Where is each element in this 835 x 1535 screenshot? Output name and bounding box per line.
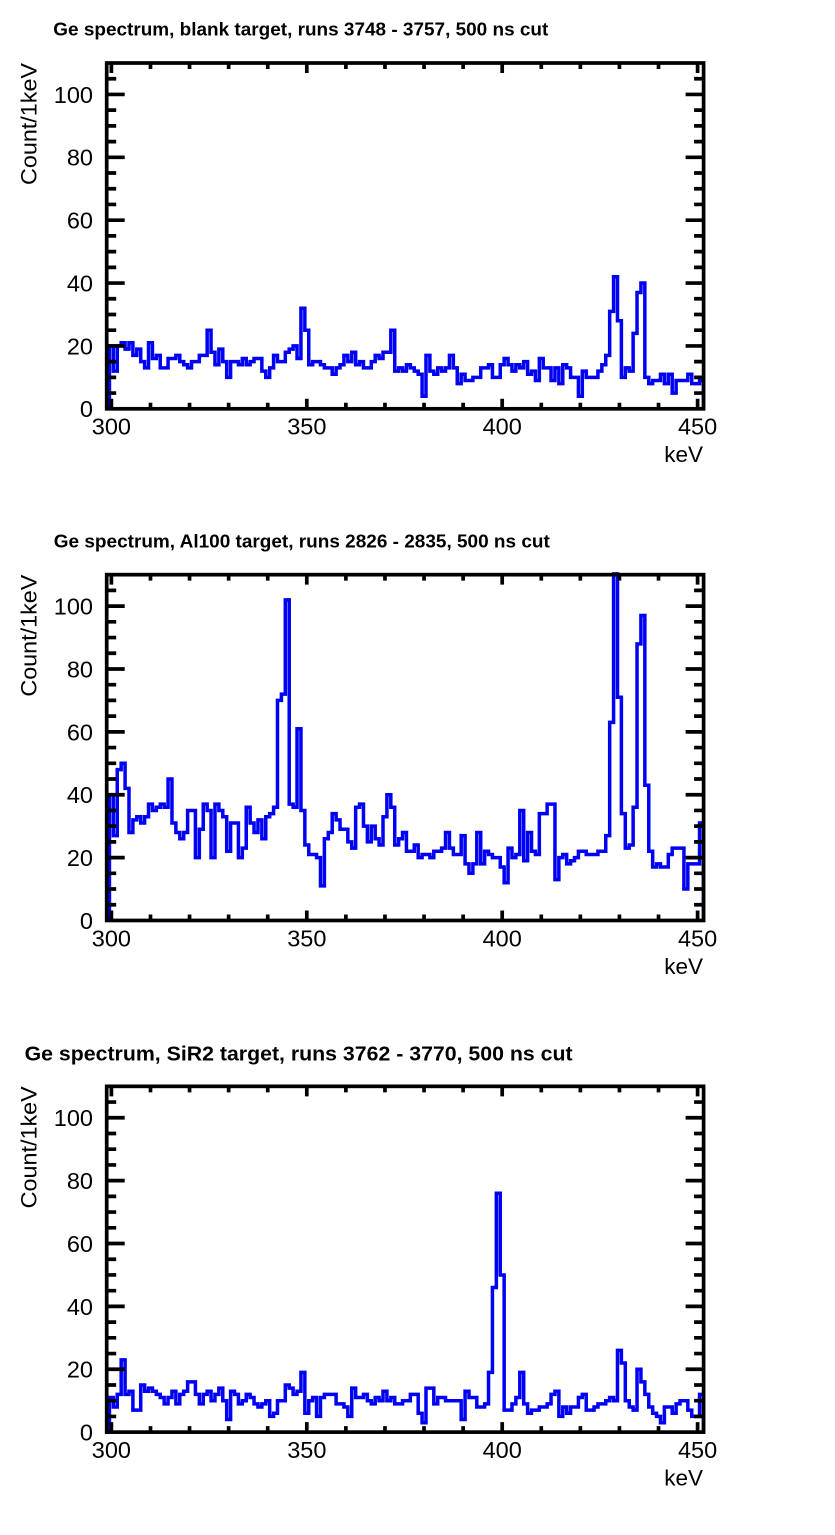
svg-text:Ge spectrum, SiR2 target, runs: Ge spectrum, SiR2 target, runs 3762 - 37… xyxy=(25,1043,573,1065)
svg-text:100: 100 xyxy=(54,594,93,620)
svg-text:400: 400 xyxy=(483,414,522,440)
svg-text:400: 400 xyxy=(483,925,522,951)
svg-text:60: 60 xyxy=(67,208,93,234)
svg-text:300: 300 xyxy=(92,1437,131,1463)
svg-text:Count/1keV: Count/1keV xyxy=(17,575,42,697)
svg-text:Ge spectrum, blank target, run: Ge spectrum, blank target, runs 3748 - 3… xyxy=(53,20,548,40)
svg-text:100: 100 xyxy=(54,82,93,108)
svg-text:350: 350 xyxy=(287,925,326,951)
svg-text:450: 450 xyxy=(678,1437,717,1463)
svg-text:40: 40 xyxy=(67,270,93,296)
svg-text:0: 0 xyxy=(80,908,93,934)
svg-text:Ge spectrum, Al100 target, run: Ge spectrum, Al100 target, runs 2826 - 2… xyxy=(54,532,550,552)
svg-text:Count/1keV: Count/1keV xyxy=(17,63,42,185)
svg-text:400: 400 xyxy=(483,1437,522,1463)
svg-text:20: 20 xyxy=(67,333,93,359)
svg-text:450: 450 xyxy=(678,925,717,951)
svg-text:20: 20 xyxy=(67,845,93,871)
svg-text:300: 300 xyxy=(92,925,131,951)
svg-text:60: 60 xyxy=(67,719,93,745)
svg-text:80: 80 xyxy=(67,145,93,171)
svg-text:20: 20 xyxy=(67,1357,93,1383)
svg-text:80: 80 xyxy=(67,656,93,682)
svg-text:0: 0 xyxy=(80,1420,93,1446)
svg-text:40: 40 xyxy=(67,1294,93,1320)
svg-text:40: 40 xyxy=(67,782,93,808)
svg-text:keV: keV xyxy=(664,1466,703,1491)
svg-text:keV: keV xyxy=(664,954,703,979)
svg-text:80: 80 xyxy=(67,1168,93,1194)
svg-text:0: 0 xyxy=(80,396,93,422)
svg-text:350: 350 xyxy=(287,1437,326,1463)
svg-text:450: 450 xyxy=(678,414,717,440)
svg-text:350: 350 xyxy=(287,414,326,440)
svg-text:Count/1keV: Count/1keV xyxy=(17,1086,42,1208)
svg-text:keV: keV xyxy=(664,442,703,467)
svg-text:100: 100 xyxy=(54,1105,93,1131)
svg-text:60: 60 xyxy=(67,1231,93,1257)
svg-text:300: 300 xyxy=(92,414,131,440)
